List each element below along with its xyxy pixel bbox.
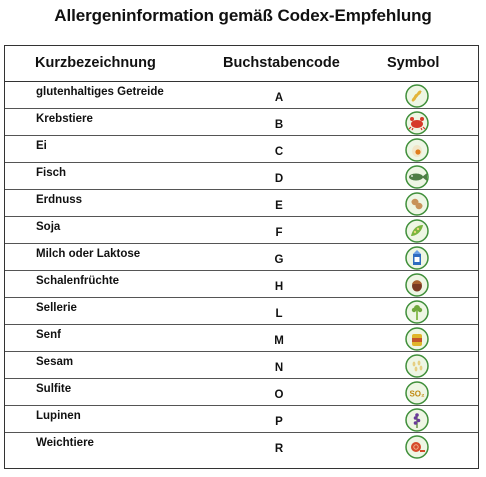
sesame-icon <box>405 354 429 378</box>
table-row: Fisch D <box>5 163 478 190</box>
table-row: Sesam N <box>5 352 478 379</box>
celery-icon <box>405 300 429 324</box>
header-symbol: Symbol <box>387 55 440 71</box>
allergen-name: Sesam <box>36 356 74 368</box>
crab-icon <box>405 111 429 135</box>
table-row: Schalenfrüchte H <box>5 271 478 298</box>
table-row: Senf M <box>5 325 478 352</box>
allergen-name: Sellerie <box>36 302 77 314</box>
grain-icon <box>405 84 429 108</box>
allergen-table: Kurzbezeichnung Buchstabencode Symbol gl… <box>4 45 479 469</box>
allergen-code: F <box>275 227 283 239</box>
allergen-code: R <box>274 443 284 455</box>
egg-icon <box>405 138 429 162</box>
allergen-code: D <box>274 173 284 185</box>
allergen-name: Lupinen <box>36 410 81 422</box>
table-row: Sellerie L <box>5 298 478 325</box>
soy-icon <box>405 219 429 243</box>
table-row: Soja F <box>5 217 478 244</box>
allergen-name: Ei <box>36 140 47 152</box>
allergen-name: Soja <box>36 221 61 233</box>
allergen-code: B <box>274 119 284 131</box>
page-title: Allergeninformation gemäß Codex-Empfehlu… <box>54 6 432 25</box>
table-row: Lupinen P <box>5 406 478 433</box>
allergen-code: E <box>275 200 283 212</box>
fish-icon <box>405 165 429 189</box>
milk-icon <box>405 246 429 270</box>
table-row: Milch oder Laktose G <box>5 244 478 271</box>
mustard-icon <box>405 327 429 351</box>
lupine-icon <box>405 408 429 432</box>
allergen-code: A <box>274 92 284 104</box>
allergen-code: H <box>274 281 284 293</box>
table-row: Weichtiere R <box>5 433 478 469</box>
allergen-name: Krebstiere <box>36 113 93 125</box>
allergen-code: G <box>274 254 284 266</box>
table-row: Krebstiere B <box>5 109 478 136</box>
nut-icon <box>405 273 429 297</box>
table-row: glutenhaltiges Getreide A <box>5 82 478 109</box>
sulfite-icon: SO₂ <box>405 381 429 405</box>
allergen-code: L <box>275 308 283 320</box>
allergen-name: Schalenfrüchte <box>36 275 120 287</box>
allergen-name: Milch oder Laktose <box>36 248 141 260</box>
header-code: Buchstabencode <box>223 55 340 71</box>
allergen-code: O <box>274 389 284 401</box>
snail-icon <box>405 435 429 459</box>
allergen-name: Erdnuss <box>36 194 83 206</box>
table-header: Kurzbezeichnung Buchstabencode Symbol <box>5 46 478 82</box>
allergen-name: Senf <box>36 329 61 341</box>
allergen-name: Weichtiere <box>36 437 94 449</box>
table-row: Sulfite O SO₂ <box>5 379 478 406</box>
allergen-name: Fisch <box>36 167 67 179</box>
allergen-code: M <box>274 335 284 347</box>
allergen-code: P <box>275 416 283 428</box>
allergen-code: N <box>274 362 284 374</box>
allergen-name: glutenhaltiges Getreide <box>36 86 164 98</box>
svg-text:SO₂: SO₂ <box>409 390 425 399</box>
allergen-name: Sulfite <box>36 383 72 395</box>
table-row: Erdnuss E <box>5 190 478 217</box>
peanut-icon <box>405 192 429 216</box>
allergen-code: C <box>274 146 284 158</box>
header-name: Kurzbezeichnung <box>35 55 156 71</box>
table-row: Ei C <box>5 136 478 163</box>
